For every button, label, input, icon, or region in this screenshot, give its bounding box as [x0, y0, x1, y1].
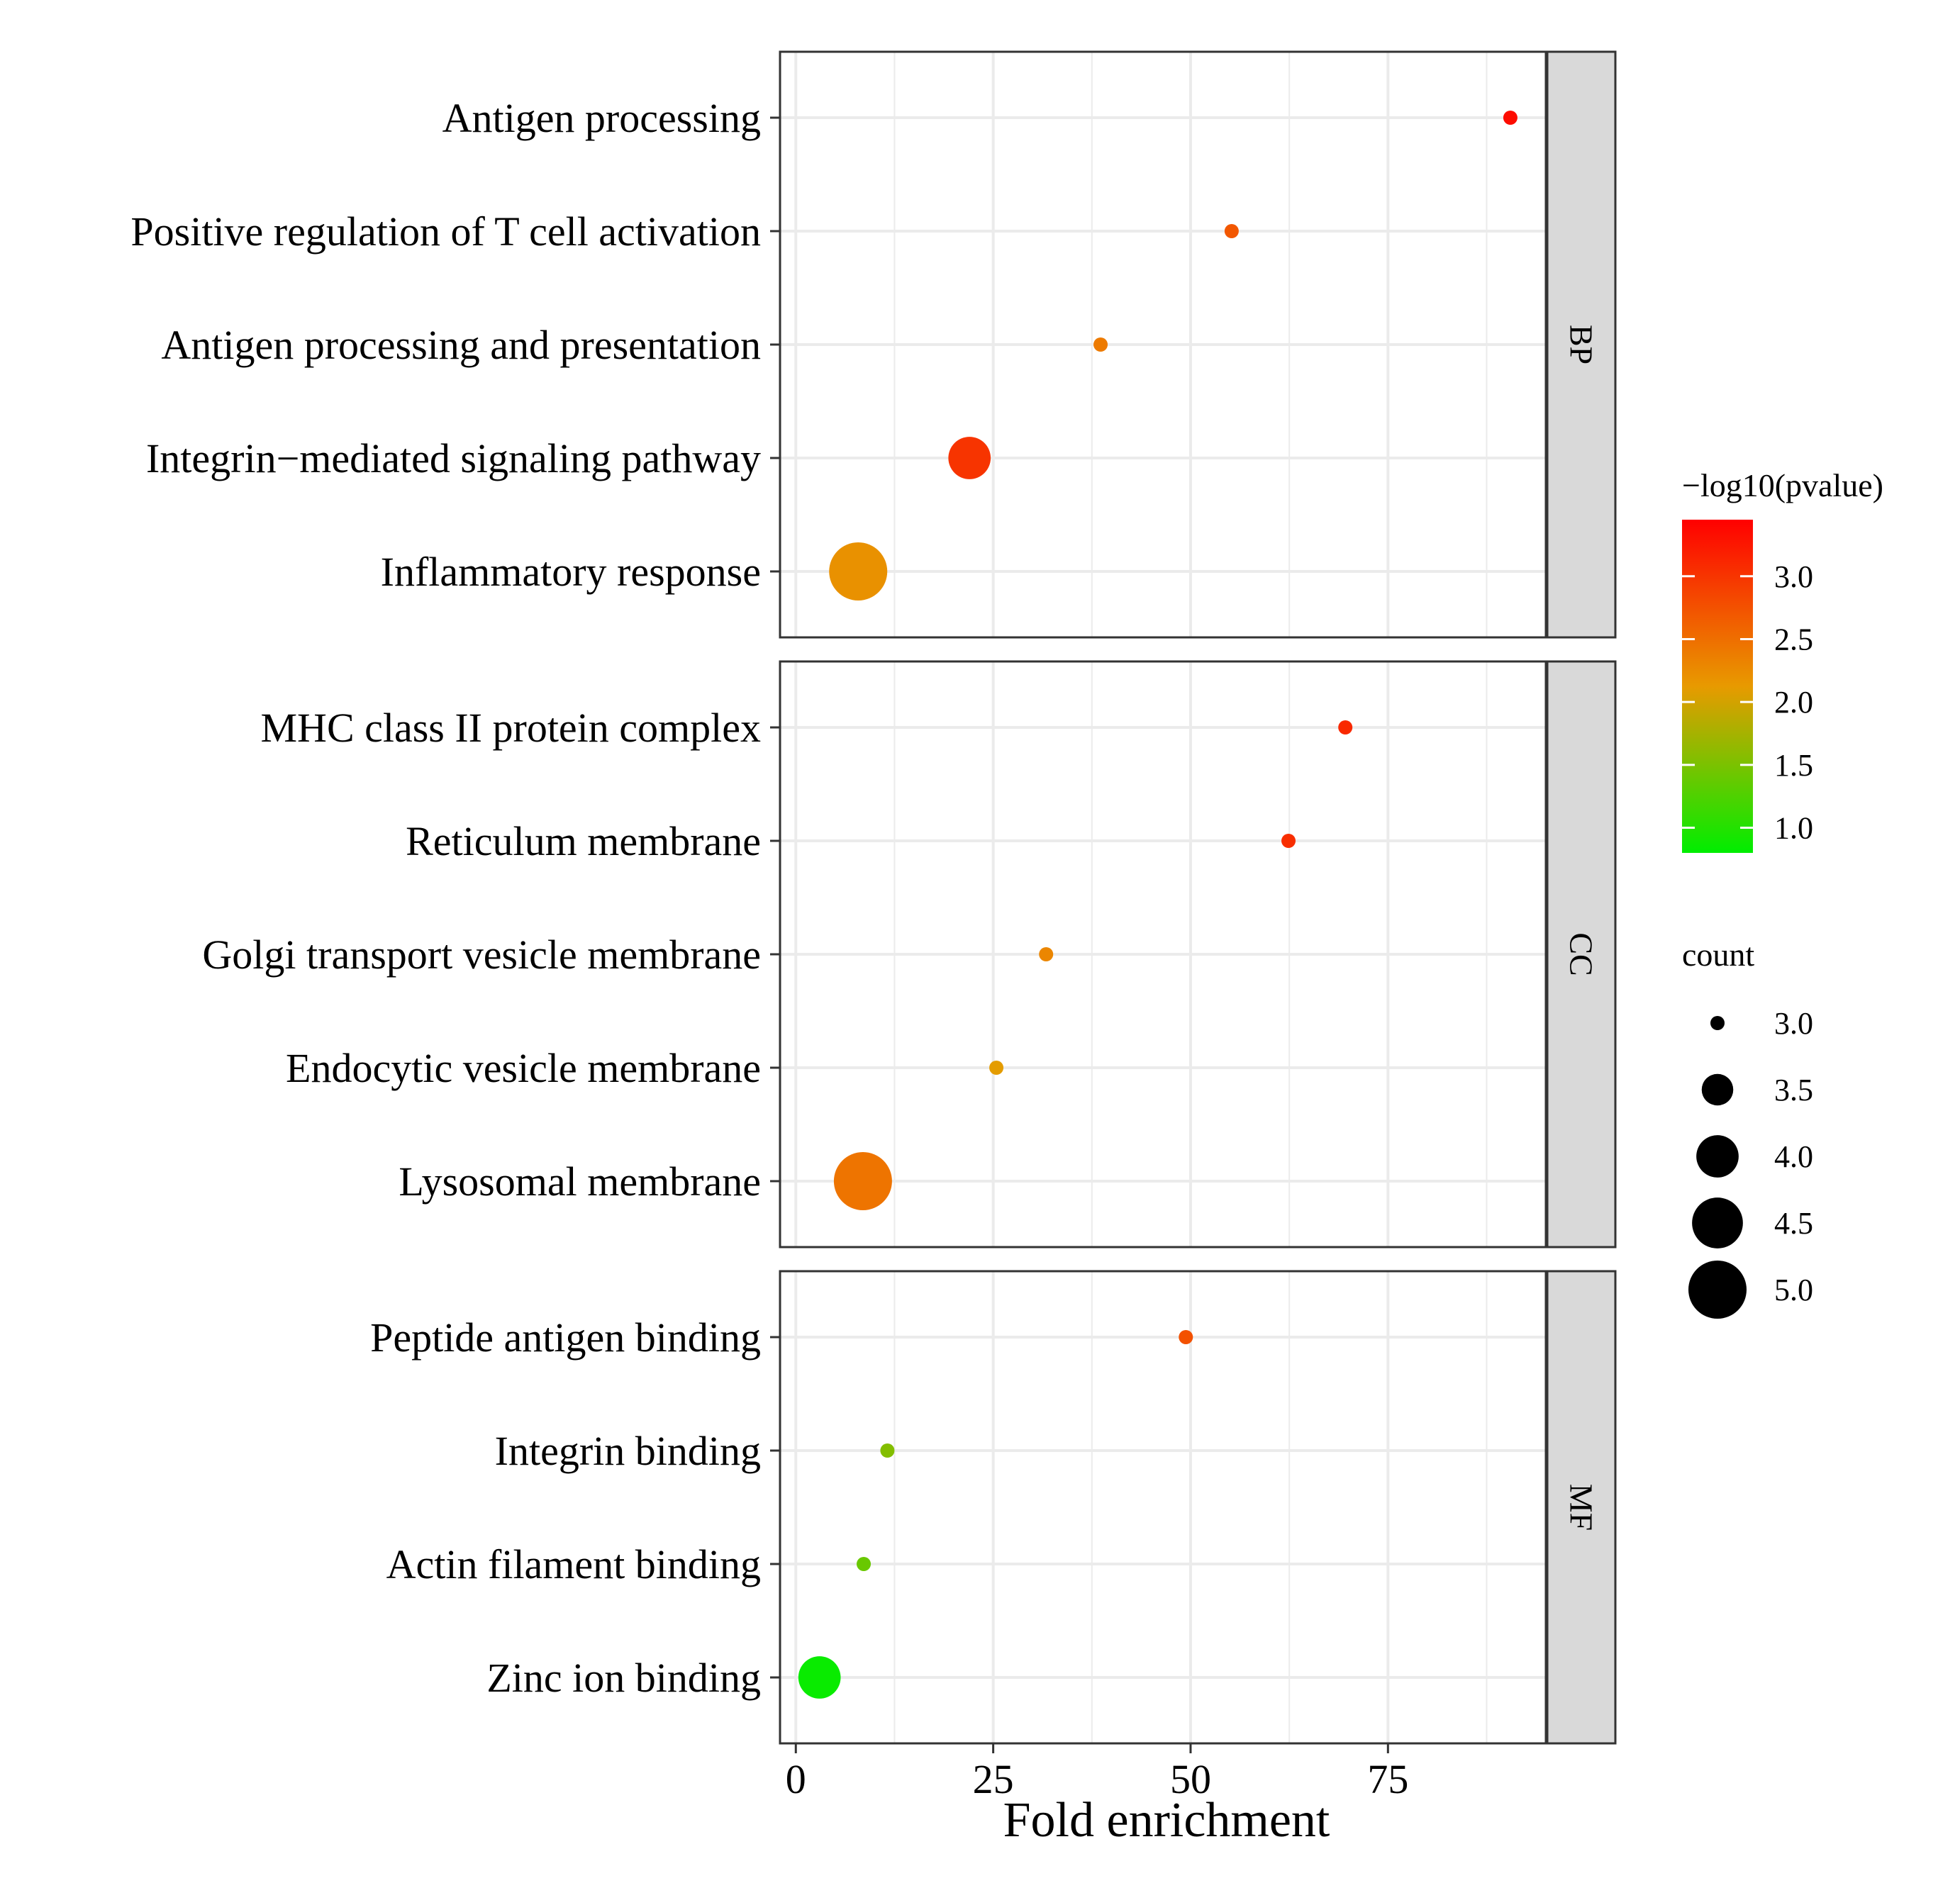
facet-strip-label: MF [1564, 1484, 1600, 1531]
facet-strip-label: CC [1564, 932, 1600, 976]
dot-mhc-class-ii-protein-complex [1338, 720, 1353, 734]
size-legend-dot [1701, 1073, 1734, 1106]
x-tick-label: 0 [786, 1756, 806, 1802]
panel-border [779, 1270, 1547, 1745]
y-tick-label: Reticulum membrane [406, 818, 761, 864]
dot-reticulum-membrane [1281, 834, 1296, 848]
y-tick-label: Antigen processing and presentation [161, 322, 761, 368]
y-tick-label: Lysosomal membrane [399, 1158, 761, 1205]
colorbar-tick-label: 2.0 [1774, 685, 1813, 720]
colorbar [1682, 520, 1753, 853]
size-legend-dot [1688, 1261, 1747, 1319]
y-tick-label: Zinc ion binding [486, 1655, 761, 1701]
y-tick-label: Integrin binding [495, 1428, 761, 1474]
y-tick-label: Positive regulation of T cell activation [130, 208, 761, 255]
y-tick-label: Golgi transport vesicle membrane [202, 932, 761, 978]
panel-border [779, 50, 1547, 639]
color-legend-title: −log10(pvalue) [1682, 467, 1883, 503]
x-tick-label: 75 [1367, 1756, 1408, 1802]
y-tick-label: Antigen processing [442, 95, 761, 141]
dot-actin-filament-binding [857, 1557, 872, 1571]
size-legend-dot [1710, 1016, 1725, 1030]
y-tick-label: Integrin−mediated signaling pathway [146, 435, 761, 481]
facet-panel-bp: Antigen processing Positive regulation of… [130, 50, 1617, 639]
x-tick-label: 25 [973, 1756, 1014, 1802]
x-axis-title: Fold enrichment [1003, 1793, 1330, 1848]
dot-inflammatory-response [829, 542, 888, 601]
dot-peptide-antigen-binding [1179, 1330, 1193, 1344]
y-tick-label: Actin filament binding [386, 1541, 761, 1587]
colorbar-tick-label: 1.5 [1774, 748, 1813, 783]
dot-lysosomal-membrane [833, 1152, 892, 1210]
y-tick-label: Endocytic vesicle membrane [286, 1045, 761, 1091]
dot-antigen-processing [1503, 111, 1518, 125]
x-tick-label: 50 [1170, 1756, 1211, 1802]
color-legend: −log10(pvalue) 3.0 2.5 2.0 1.5 1.0 [1682, 467, 1883, 853]
dot-integrin-binding [880, 1443, 895, 1458]
dot-integrin-mediated-signaling-pathway [948, 437, 991, 479]
colorbar-tick-label: 1.0 [1774, 811, 1813, 846]
panel-border [779, 660, 1547, 1249]
panel-background [780, 1271, 1546, 1743]
y-tick-label: Peptide antigen binding [370, 1314, 761, 1361]
colorbar-ticks: 3.0 2.5 2.0 1.5 1.0 [1682, 559, 1813, 846]
size-legend-label: 4.0 [1774, 1139, 1813, 1174]
size-legend-label: 3.0 [1774, 1006, 1813, 1041]
facet-strip [1546, 50, 1617, 639]
facet-strip [1546, 660, 1617, 1249]
dot-zinc-ion-binding [798, 1656, 841, 1699]
dot-endocytic-vesicle-membrane [989, 1061, 1004, 1075]
dot-antigen-processing-and-presentation [1093, 337, 1108, 352]
colorbar-tick-label: 2.5 [1774, 622, 1813, 657]
colorbar-tick-label: 3.0 [1774, 559, 1813, 594]
size-legend-items: 3.0 3.5 4.0 4.5 5.0 [1688, 1006, 1813, 1319]
y-tick-label: Inflammatory response [381, 549, 761, 595]
x-axis: 0 25 50 75 [786, 1743, 1408, 1802]
dot-golgi-transport-vesicle-membrane [1039, 947, 1054, 961]
size-legend-label: 5.0 [1774, 1273, 1813, 1307]
facet-strip [1546, 1270, 1617, 1745]
y-tick-label: MHC class II protein complex [260, 705, 761, 751]
size-legend-dot [1696, 1135, 1739, 1178]
size-legend-label: 4.5 [1774, 1206, 1813, 1241]
size-legend-dot [1692, 1197, 1743, 1249]
size-legend-title: count [1682, 937, 1754, 973]
dot-positive-regulation-of-t-cell-activation [1224, 224, 1239, 238]
size-legend-label: 3.5 [1774, 1073, 1813, 1107]
facet-panel-cc: MHC class II protein complex Reticulum me… [202, 660, 1617, 1249]
facet-panel-mf: Peptide antigen binding Integrin binding A… [370, 1270, 1617, 1745]
size-legend: count 3.0 3.5 4.0 4.5 5.0 [1682, 937, 1813, 1319]
facet-strip-label: BP [1564, 325, 1600, 364]
facet-panels: Antigen processing Positive regulation of… [130, 50, 1617, 1745]
